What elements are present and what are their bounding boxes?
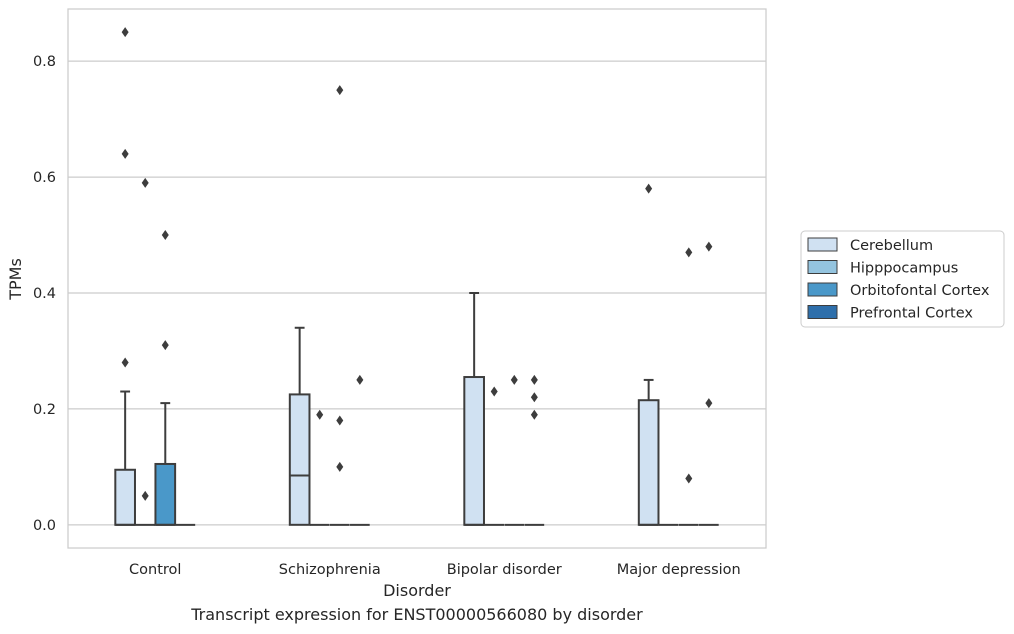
legend-swatch	[807, 282, 838, 297]
outlier-point	[121, 27, 129, 38]
box-major-depression-orbitofontal-cortex	[678, 247, 699, 526]
box-body	[637, 399, 660, 526]
outlier-point	[530, 409, 538, 420]
x-tick-label: Bipolar disorder	[447, 562, 562, 578]
box-schizophrenia-prefrontal-cortex	[350, 374, 370, 526]
box-plot-series	[114, 27, 719, 526]
y-tick-label: 0.2	[33, 402, 56, 418]
box-control-cerebellum	[114, 27, 136, 526]
outlier-point	[490, 386, 498, 397]
outlier-point	[141, 177, 149, 188]
x-tick-label: Major depression	[617, 562, 741, 578]
legend-entry-label: Hipppocampus	[850, 261, 958, 277]
box-schizophrenia-hipppocampus	[309, 409, 330, 526]
outlier-point	[141, 490, 149, 501]
x-tick-label: Schizophrenia	[279, 562, 381, 578]
outlier-point	[530, 392, 538, 403]
outlier-point	[316, 409, 324, 420]
outlier-point	[336, 461, 344, 472]
y-tick-label: 0.6	[33, 170, 56, 186]
outlier-point	[685, 247, 693, 258]
box-major-depression-cerebellum	[637, 183, 660, 526]
legend-swatch	[807, 237, 838, 252]
box-bipolar-disorder-orbitofontal-cortex	[504, 374, 525, 526]
y-tick-label: 0.8	[33, 54, 56, 70]
y-tick-label: 0.4	[33, 286, 56, 302]
box-body	[114, 468, 136, 526]
figure-caption: Transcript expression for ENST0000056608…	[191, 605, 643, 624]
legend-swatch	[807, 305, 838, 319]
outlier-point	[685, 473, 693, 484]
legend-frame	[800, 230, 1005, 328]
plot-frame	[67, 8, 767, 549]
x-axis-label: Disorder	[383, 581, 451, 600]
outlier-point	[356, 374, 364, 385]
outlier-point	[705, 398, 713, 409]
box-body	[463, 376, 485, 526]
box-schizophrenia-orbitofontal-cortex	[329, 85, 350, 526]
box-schizophrenia-cerebellum	[288, 326, 311, 526]
legend-entry-label: Cerebellum	[850, 238, 933, 254]
outlier-point	[645, 183, 653, 194]
outlier-point	[336, 85, 344, 96]
outlier-point	[530, 374, 538, 385]
axis-ticks: 0.0 0.2 0.4 0.6 0.8 Control Schizophrenia Bipol…	[33, 54, 741, 578]
x-tick-label: Control	[129, 562, 181, 578]
box-major-depression-prefrontal-cortex	[699, 241, 719, 526]
box-body	[288, 393, 311, 526]
legend-entry-label: Orbitofontal Cortex	[850, 283, 990, 299]
outlier-point	[121, 148, 129, 159]
y-axis-label: TPMs	[6, 258, 25, 301]
outlier-point	[510, 374, 518, 385]
box-bipolar-disorder-cerebellum	[463, 291, 485, 526]
legend-entry-label: Prefrontal Cortex	[850, 306, 973, 322]
gridlines	[68, 60, 766, 526]
legend-swatch	[807, 260, 838, 274]
box-control-orbitofontal-cortex	[154, 230, 177, 526]
outlier-point	[121, 357, 129, 368]
outlier-point	[161, 230, 169, 241]
box-body	[154, 462, 177, 526]
outlier-point	[705, 241, 713, 252]
outlier-point	[161, 340, 169, 351]
outlier-point	[336, 415, 344, 426]
box-control-hipppocampus	[135, 177, 156, 526]
y-tick-label: 0.0	[33, 518, 56, 534]
box-bipolar-disorder-prefrontal-cortex	[524, 374, 545, 526]
box-bipolar-disorder-hipppocampus	[484, 386, 505, 526]
legend: Cerebellum Hipppocampus Orbitofontal Corte…	[800, 230, 1005, 328]
